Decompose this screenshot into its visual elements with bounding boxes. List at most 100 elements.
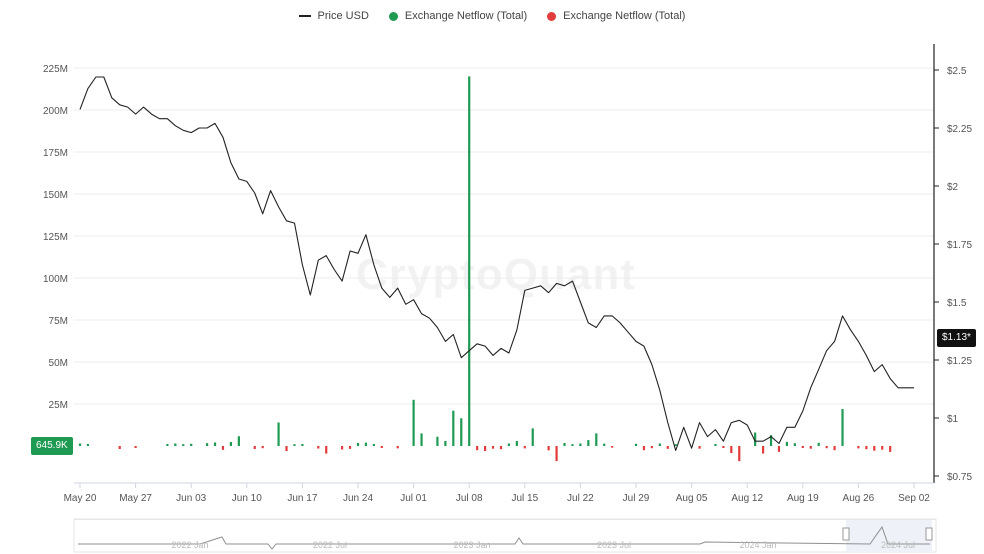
netflow-bar bbox=[738, 446, 741, 462]
netflow-bar bbox=[579, 443, 582, 446]
x-axis-tick-label: Jun 03 bbox=[176, 493, 206, 504]
x-axis-tick-label: Aug 12 bbox=[731, 493, 763, 504]
netflow-bar bbox=[730, 446, 733, 454]
legend-item-outflow[interactable]: Exchange Netflow (Total) bbox=[547, 10, 685, 22]
left-axis-tick-label: 100M bbox=[43, 274, 68, 285]
netflow-bar bbox=[253, 446, 256, 450]
netflow-bar bbox=[674, 444, 677, 446]
left-axis-tick-label: 50M bbox=[49, 358, 68, 369]
netflow-bar bbox=[483, 446, 487, 452]
netflow-bar bbox=[213, 442, 217, 446]
x-axis-tick-label: Aug 19 bbox=[787, 493, 819, 504]
netflow-bar bbox=[833, 446, 836, 451]
price-line bbox=[79, 76, 914, 452]
legend-outflow-dot bbox=[547, 11, 557, 21]
navigator-year-label: 2023 Jul bbox=[597, 540, 631, 550]
x-axis-tick-label: Jul 01 bbox=[400, 493, 427, 504]
netflow-bar bbox=[611, 446, 614, 448]
right-axis-tick-label: $0.75 bbox=[947, 472, 972, 483]
right-axis-tick-label: $2.5 bbox=[947, 66, 967, 77]
right-axis-tick-label: $1.75 bbox=[947, 240, 972, 251]
right-axis-tick-label: $1.5 bbox=[947, 298, 967, 309]
netflow-current-badge: 645.9K bbox=[31, 437, 73, 455]
netflow-bar bbox=[468, 76, 471, 447]
netflow-bar bbox=[118, 446, 121, 450]
netflow-bar bbox=[499, 446, 503, 450]
netflow-bar bbox=[134, 446, 137, 449]
netflow-bar bbox=[277, 422, 280, 446]
netflow-bar bbox=[634, 443, 638, 446]
netflow-bar bbox=[769, 435, 773, 446]
netflow-bar bbox=[205, 443, 209, 446]
netflow-bar bbox=[229, 441, 233, 446]
x-axis-tick-label: Sep 02 bbox=[898, 493, 930, 504]
netflow-bar bbox=[547, 446, 550, 451]
netflow-bar bbox=[476, 446, 479, 451]
legend-item-price[interactable]: Price USD bbox=[298, 10, 369, 22]
netflow-bar bbox=[809, 446, 812, 449]
right-axis-tick-label: $2.25 bbox=[947, 124, 972, 135]
navigator-price-line bbox=[78, 525, 930, 550]
netflow-bar bbox=[587, 440, 590, 446]
netflow-bar bbox=[491, 446, 495, 449]
netflow-bar bbox=[78, 443, 82, 446]
netflow-bar bbox=[889, 446, 892, 452]
netflow-bar bbox=[380, 446, 383, 449]
netflow-bar bbox=[460, 418, 463, 446]
netflow-bar bbox=[642, 446, 646, 451]
x-axis-tick-label: Jun 10 bbox=[232, 493, 262, 504]
time-navigator[interactable] bbox=[74, 519, 936, 553]
netflow-bar bbox=[507, 443, 511, 446]
netflow-bar bbox=[817, 442, 820, 446]
price-current-badge: $1.13* bbox=[937, 329, 976, 347]
netflow-bar bbox=[174, 443, 177, 446]
legend-inflow-dot bbox=[388, 11, 398, 21]
netflow-bar bbox=[841, 409, 844, 446]
netflow-bar bbox=[221, 446, 225, 450]
netflow-bar bbox=[563, 442, 566, 446]
legend-price-swatch bbox=[298, 15, 311, 17]
netflow-bar bbox=[754, 432, 757, 446]
netflow-bar bbox=[301, 443, 304, 446]
right-axis-tick-label: $2 bbox=[947, 182, 959, 193]
netflow-bar bbox=[444, 440, 447, 446]
netflow-bar bbox=[785, 441, 789, 446]
netflow-bar bbox=[857, 446, 860, 449]
netflow-bar bbox=[348, 446, 352, 449]
netflow-bar bbox=[666, 446, 669, 449]
x-axis-tick-label: Jul 08 bbox=[456, 493, 483, 504]
netflow-bar bbox=[881, 446, 884, 450]
netflow-bar bbox=[341, 446, 344, 450]
x-axis-tick-label: May 20 bbox=[64, 493, 97, 504]
navigator-year-label: 2024 Jan bbox=[739, 540, 776, 550]
x-axis-tick-label: Jun 24 bbox=[343, 493, 373, 504]
netflow-bar bbox=[285, 446, 288, 452]
netflow-bar bbox=[412, 399, 415, 446]
netflow-bar bbox=[595, 433, 598, 446]
navigator-left-handle bbox=[842, 527, 850, 541]
netflow-bar bbox=[182, 444, 185, 446]
netflow-bar bbox=[571, 444, 574, 446]
netflow-bar bbox=[86, 443, 90, 446]
legend-item-inflow[interactable]: Exchange Netflow (Total) bbox=[388, 10, 527, 22]
netflow-bar bbox=[452, 410, 455, 446]
netflow-bar bbox=[555, 446, 558, 462]
right-axis-tick-label: $1 bbox=[947, 414, 959, 425]
netflow-bar bbox=[865, 446, 868, 450]
x-axis-tick-label: Aug 26 bbox=[843, 493, 875, 504]
netflow-bar bbox=[356, 442, 360, 446]
netflow-bar bbox=[698, 446, 701, 449]
netflow-bar bbox=[190, 443, 193, 446]
netflow-bar bbox=[364, 442, 368, 446]
netflow-bar bbox=[531, 428, 534, 446]
netflow-bar bbox=[650, 446, 653, 449]
legend-outflow-label: Exchange Netflow (Total) bbox=[563, 10, 686, 22]
netflow-bar bbox=[658, 443, 661, 446]
netflow-bar bbox=[722, 446, 725, 449]
watermark-logo: CryptoQuant bbox=[356, 250, 636, 299]
netflow-bar bbox=[237, 436, 240, 446]
x-axis-tick-label: Aug 05 bbox=[676, 493, 708, 504]
netflow-bar bbox=[293, 444, 296, 446]
netflow-bar bbox=[825, 446, 828, 449]
